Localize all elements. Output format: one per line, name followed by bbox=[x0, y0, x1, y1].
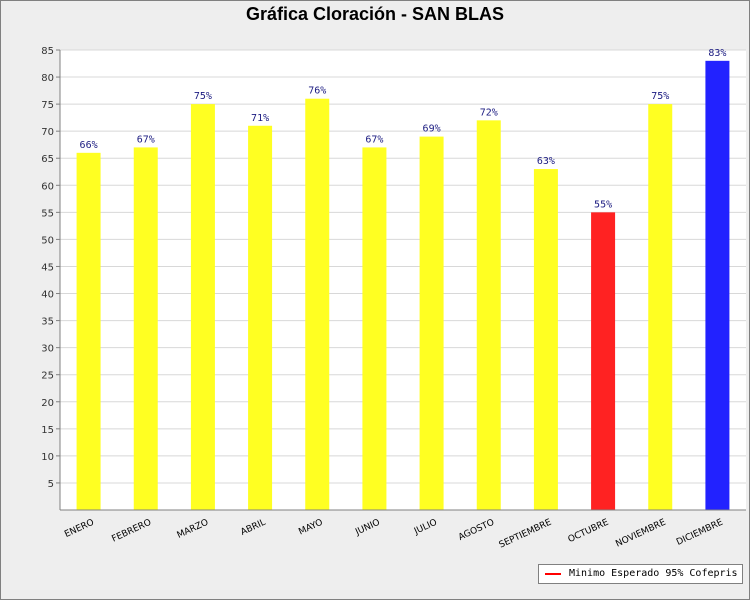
bar-mayo bbox=[305, 98, 330, 511]
data-label: 72% bbox=[480, 107, 498, 118]
x-tick-label: ENERO bbox=[63, 518, 96, 540]
bars bbox=[76, 60, 730, 511]
data-label: 69% bbox=[423, 124, 441, 135]
x-tick-label: AGOSTO bbox=[457, 518, 496, 543]
x-tick-label: FEBRERO bbox=[110, 518, 153, 545]
x-axis: ENERO FEBRERO MARZO ABRIL MAYO JUNIO JULIO AGOS… bbox=[63, 518, 725, 551]
bar-abril bbox=[248, 125, 273, 510]
y-tick-label: 15 bbox=[41, 425, 54, 436]
x-tick-label: NOVIEMBRE bbox=[614, 518, 667, 550]
bar-julio bbox=[419, 136, 444, 510]
y-tick-label: 85 bbox=[41, 46, 54, 57]
bar-agosto bbox=[476, 120, 501, 511]
bar-junio bbox=[362, 147, 387, 511]
x-tick-label: MAYO bbox=[297, 518, 324, 538]
x-tick-label: ABRIL bbox=[239, 518, 267, 538]
grid-lines bbox=[60, 49, 746, 484]
data-label: 76% bbox=[308, 86, 326, 97]
y-tick-label: 5 bbox=[48, 479, 54, 490]
y-tick-label: 50 bbox=[41, 235, 54, 246]
x-tick-label: DICIEMBRE bbox=[675, 518, 725, 548]
data-label: 67% bbox=[137, 134, 155, 145]
bar-octubre bbox=[591, 212, 616, 510]
y-tick-label: 25 bbox=[41, 371, 54, 382]
data-label: 71% bbox=[251, 113, 269, 124]
bar-septiembre bbox=[533, 169, 558, 510]
bar-marzo bbox=[190, 104, 215, 510]
x-tick-label: MARZO bbox=[176, 518, 211, 541]
bar-febrero bbox=[133, 147, 158, 511]
y-axis: 5 10 15 20 25 30 35 40 45 50 55 60 65 70 75 80 85 bbox=[41, 46, 60, 490]
y-tick-label: 65 bbox=[41, 154, 54, 165]
bar-enero bbox=[76, 152, 101, 510]
x-tick-label: JUNIO bbox=[353, 518, 381, 538]
data-label: 75% bbox=[194, 91, 212, 102]
y-tick-label: 40 bbox=[41, 290, 54, 301]
legend-swatch-red bbox=[545, 573, 561, 575]
chart-title: Gráfica Cloración - SAN BLAS bbox=[245, 4, 505, 24]
x-tick-label: SEPTIEMBRE bbox=[498, 518, 554, 551]
x-tick-label: JULIO bbox=[412, 518, 439, 538]
data-label: 63% bbox=[537, 156, 555, 167]
y-tick-label: 70 bbox=[41, 127, 54, 138]
bar-diciembre bbox=[705, 60, 730, 511]
y-tick-label: 80 bbox=[41, 73, 54, 84]
y-tick-label: 20 bbox=[41, 398, 54, 409]
data-label: 83% bbox=[708, 48, 726, 59]
data-label: 67% bbox=[365, 134, 383, 145]
y-tick-label: 30 bbox=[41, 344, 54, 355]
data-labels: 66% 67% 75% 71% 76% 67% 69% 72% 63% 55% 75% 83% bbox=[80, 48, 727, 211]
y-tick-label: 45 bbox=[41, 262, 54, 273]
y-tick-label: 10 bbox=[41, 452, 54, 463]
data-label: 75% bbox=[651, 91, 669, 102]
y-tick-label: 75 bbox=[41, 100, 54, 111]
bar-noviembre bbox=[648, 104, 673, 510]
data-label: 55% bbox=[594, 199, 612, 210]
data-label: 66% bbox=[80, 140, 98, 151]
legend-label: Minimo Esperado 95% Cofepris bbox=[569, 568, 738, 579]
x-tick-label: OCTUBRE bbox=[567, 518, 611, 546]
legend: Minimo Esperado 95% Cofepris bbox=[538, 564, 743, 584]
y-tick-label: 60 bbox=[41, 181, 54, 192]
y-tick-label: 55 bbox=[41, 208, 54, 219]
y-tick-label: 35 bbox=[41, 317, 54, 328]
plot-area bbox=[60, 50, 746, 510]
